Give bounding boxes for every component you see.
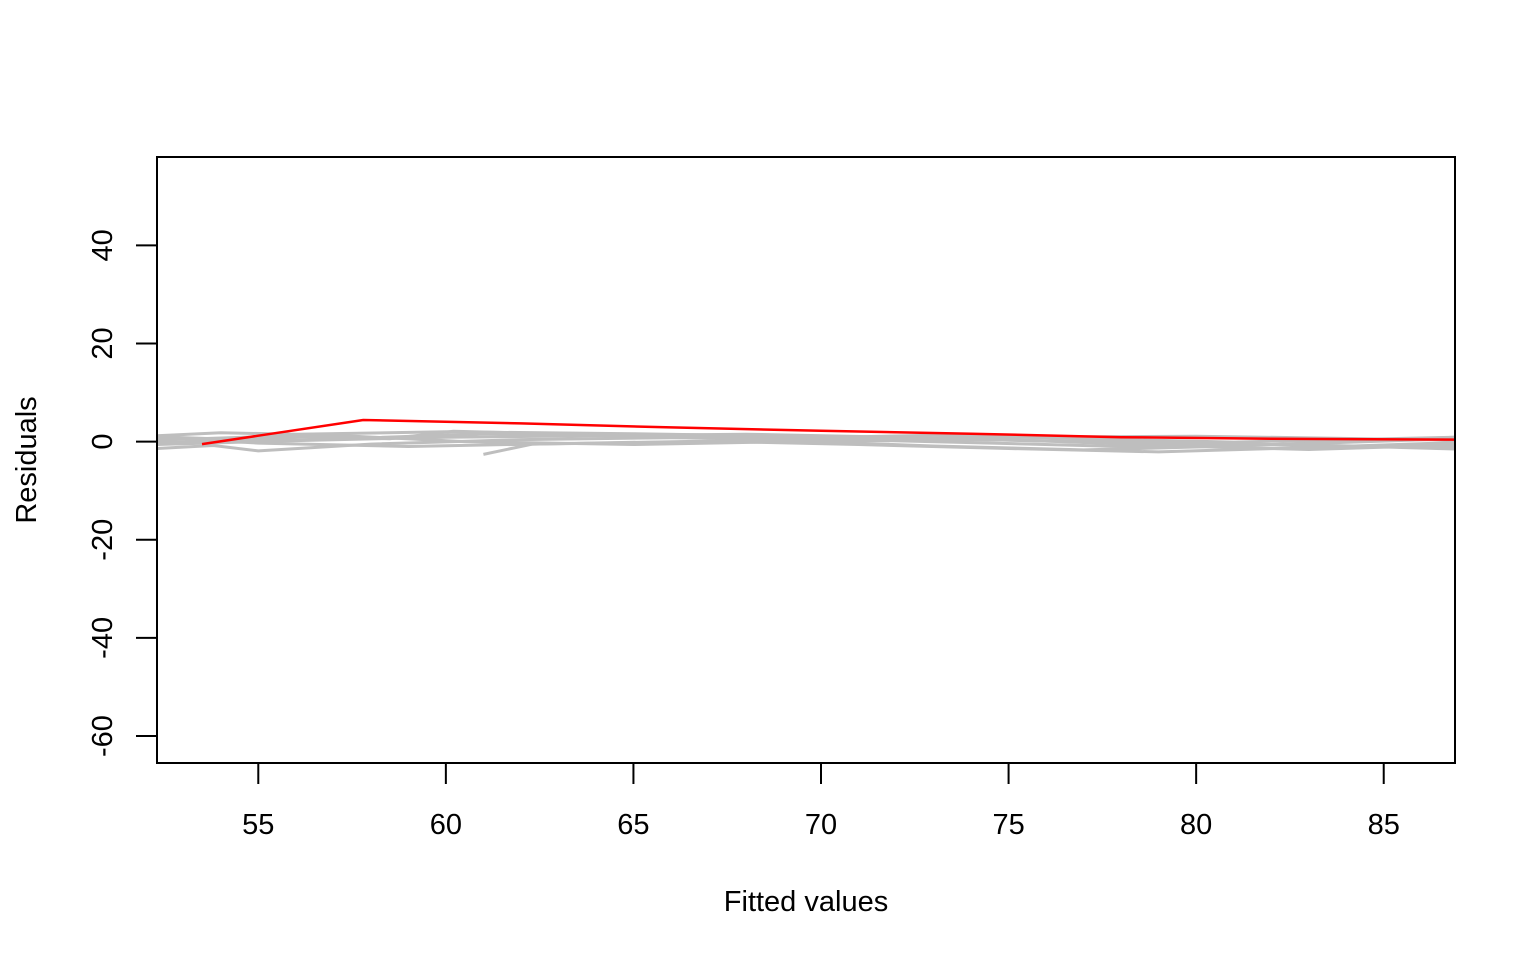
- y-axis-label: Residuals: [11, 396, 43, 523]
- y-tick-label: 40: [87, 229, 119, 261]
- plot-frame: [156, 156, 1456, 764]
- x-axis-label: Fitted values: [724, 886, 888, 918]
- x-tick-label: 85: [1368, 809, 1400, 841]
- x-tick-label: 80: [1180, 809, 1212, 841]
- x-axis: 55 60 65 70 75 80 85: [242, 762, 1400, 841]
- x-tick-label: 65: [617, 809, 649, 841]
- x-tick-label: 70: [805, 809, 837, 841]
- residual-line-8: [156, 433, 1456, 451]
- highlighted-residual-line: [201, 418, 1456, 446]
- x-tick-label: 60: [430, 809, 462, 841]
- x-tick-label: 75: [992, 809, 1024, 841]
- series-layer: [156, 418, 1456, 456]
- y-tick-label: -60: [87, 715, 119, 757]
- y-tick-label: 20: [87, 327, 119, 359]
- x-tick-label: 55: [242, 809, 274, 841]
- y-tick-label: 0: [87, 434, 119, 450]
- y-axis: -60 -40 -20 0 20 40: [87, 229, 158, 757]
- y-tick-label: -20: [87, 519, 119, 561]
- y-tick-label: -40: [87, 617, 119, 659]
